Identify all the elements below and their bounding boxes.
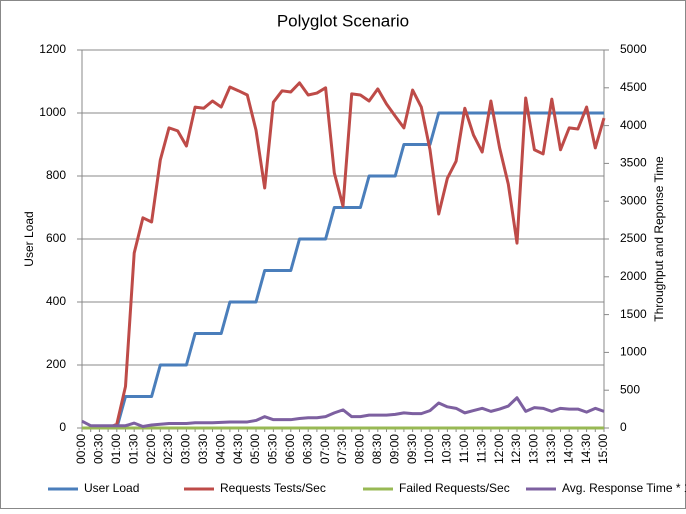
x-tick-label: 01:00 [109,434,123,464]
y2-tick-label: 2500 [620,231,647,245]
y2-tick-label: 1000 [620,345,647,359]
x-tick-label: 12:00 [492,434,506,464]
x-tick-label: 09:00 [387,434,401,464]
y2-tick-label: 4500 [620,80,647,94]
y-tick-label: 200 [46,357,66,371]
x-tick-label: 13:30 [544,434,558,464]
y2-tick-label: 3500 [620,156,647,170]
x-tick-label: 00:00 [74,434,88,464]
x-tick-label: 12:30 [509,434,523,464]
y2-tick-label: 1500 [620,307,647,321]
x-tick-label: 11:30 [474,434,488,463]
x-tick-label: 13:00 [527,434,541,464]
y2-tick-label: 0 [620,420,627,434]
y2-tick-label: 500 [620,382,640,396]
legend-label: Avg. Response Time * 100 [562,481,686,495]
x-tick-label: 07:30 [335,434,349,464]
y-tick-label: 800 [46,168,66,182]
x-tick-label: 06:00 [283,434,297,464]
y2-tick-label: 2000 [620,269,647,283]
x-tick-label: 03:00 [179,434,193,464]
legend-label: User Load [84,481,139,495]
x-tick-label: 07:00 [318,434,332,464]
x-tick-label: 14:30 [579,434,593,464]
series-line [81,396,605,428]
y2-tick-label: 3000 [620,193,647,207]
legend-label: Requests Tests/Sec [220,481,326,495]
x-tick-label: 08:30 [370,434,384,464]
x-tick-label: 08:00 [353,434,367,464]
x-tick-label: 05:00 [248,434,262,464]
x-tick-label: 09:30 [405,434,419,464]
x-tick-label: 10:30 [440,434,454,464]
x-tick-label: 10:00 [422,434,436,464]
y-axis-label: User Load [22,211,36,266]
x-tick-label: 00:30 [92,434,106,464]
series-line [82,81,606,430]
y2-tick-label: 4000 [620,118,647,132]
x-tick-label: 04:00 [213,434,227,464]
y-tick-label: 1200 [39,42,66,56]
x-tick-label: 02:30 [161,434,175,464]
x-tick-label: 11:00 [457,434,471,463]
x-tick-label: 02:00 [144,434,158,464]
y-tick-label: 400 [46,294,66,308]
y-tick-label: 1000 [39,105,66,119]
chart-title: Polyglot Scenario [277,11,409,30]
x-tick-label: 03:30 [196,434,210,464]
x-tick-label: 14:00 [561,434,575,464]
y-tick-label: 0 [59,420,66,434]
x-tick-label: 06:30 [300,434,314,464]
x-tick-label: 15:00 [596,434,610,464]
x-tick-label: 05:30 [266,434,280,464]
y-tick-label: 600 [46,231,66,245]
y2-tick-label: 5000 [620,42,647,56]
y2-axis-label: Throughput and Reponse Time [652,156,666,322]
legend-label: Failed Requests/Sec [399,481,510,495]
x-tick-label: 04:30 [231,434,245,464]
x-tick-label: 01:30 [126,434,140,464]
